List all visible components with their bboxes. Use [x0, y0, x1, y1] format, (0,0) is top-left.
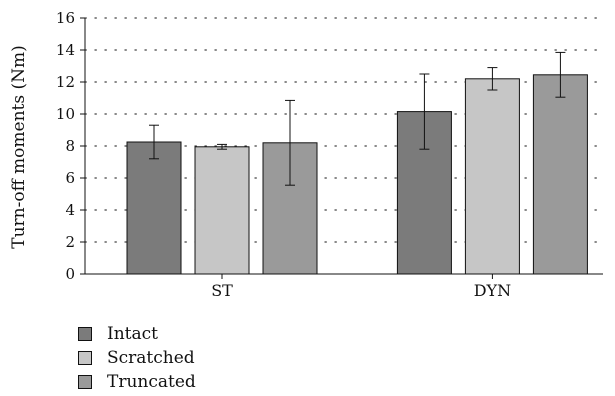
x-category-labels: ST DYN: [211, 281, 511, 300]
error-bars: [149, 51, 566, 186]
x-category-label: ST: [211, 281, 233, 300]
legend-label: Scratched: [107, 348, 195, 368]
legend-swatch: [78, 327, 92, 341]
y-tick-label: 16: [56, 9, 75, 27]
axes: [80, 17, 603, 279]
legend-swatch: [78, 375, 92, 389]
y-tick-label: 4: [65, 201, 75, 219]
y-tick-label: 14: [56, 41, 75, 59]
legend: Intact Scratched Truncated: [78, 322, 196, 394]
bar-intact-st: [126, 141, 182, 275]
y-axis-label: Turn-off moments (Nm): [9, 45, 29, 249]
bars: [126, 74, 588, 275]
legend-label: Truncated: [107, 372, 196, 392]
legend-item: Intact: [78, 322, 196, 346]
bar-scratched-st: [194, 146, 250, 275]
y-tick-label: 6: [65, 169, 75, 187]
bar-chart: 0 2 4 6 8 10 12 14 16 ST DYN Turn-off moments (Nm…: [9, 9, 604, 300]
y-tick-label: 2: [65, 233, 75, 251]
legend-item: Scratched: [78, 346, 196, 370]
x-category-label: DYN: [474, 281, 511, 300]
legend-label: Intact: [107, 324, 158, 344]
y-tick-label: 8: [65, 137, 75, 155]
y-tick-label: 10: [56, 105, 75, 123]
y-tick-label: 0: [65, 265, 75, 283]
bar-truncated-dyn: [532, 74, 588, 275]
legend-swatch: [78, 351, 92, 365]
y-tick-labels: 0 2 4 6 8 10 12 14 16: [56, 9, 75, 283]
bar-scratched-dyn: [464, 78, 520, 275]
legend-item: Truncated: [78, 370, 196, 394]
y-tick-label: 12: [56, 73, 75, 91]
